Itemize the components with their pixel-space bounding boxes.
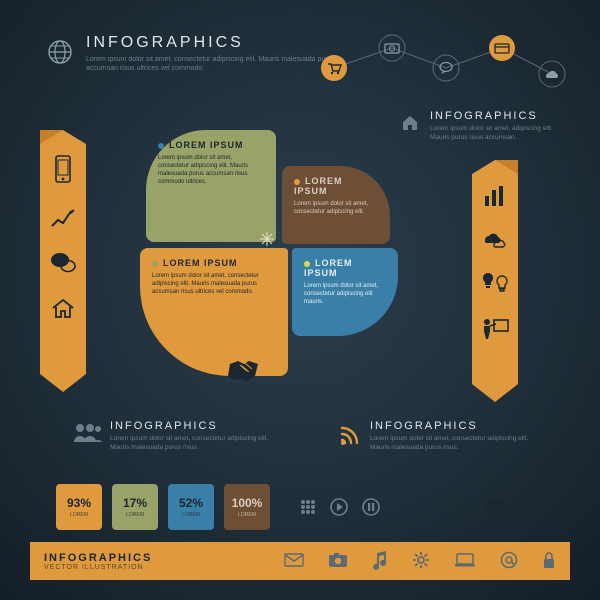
clouds-icon — [472, 218, 518, 260]
sparkle-icon — [260, 232, 274, 246]
petal-tr-title: LOREM IPSUM — [294, 176, 343, 196]
icon-chain — [318, 32, 568, 102]
lower-left-title: INFOGRAPHICS — [110, 420, 280, 432]
at-icon — [500, 551, 518, 572]
lower-right-title: INFOGRAPHICS — [370, 420, 540, 432]
grid-icon — [300, 499, 316, 518]
lower-left-block: INFOGRAPHICS Lorem ipsum dolor sit amet,… — [110, 420, 280, 453]
header-title: INFOGRAPHICS — [86, 34, 346, 52]
phone-icon — [40, 144, 86, 196]
bottom-subtitle: VECTOR ILLUSTRATION — [44, 564, 152, 571]
lock-icon — [542, 551, 556, 572]
lower-right-block: INFOGRAPHICS Lorem ipsum dolor sit amet,… — [370, 420, 540, 453]
bottom-title: INFOGRAPHICS — [44, 552, 152, 564]
speech-icon — [40, 240, 86, 286]
petal-bl-body: Lorem ipsum dolor sit amet, consectetur … — [152, 272, 276, 296]
chain-node-card — [489, 35, 515, 61]
house-outline-icon — [40, 286, 86, 330]
bottom-bar: INFOGRAPHICS VECTOR ILLUSTRATION — [30, 542, 570, 580]
header-body: Lorem ipsum dolor sit amet, consectetur … — [86, 55, 346, 74]
media-icons — [300, 498, 380, 519]
bulbs-icon — [472, 260, 518, 306]
petal-diagram: LOREM IPSUM Lorem ipsum dolor sit amet, … — [140, 120, 400, 400]
laptop-icon — [454, 552, 476, 571]
music-icon — [372, 551, 388, 572]
line-chart-icon — [40, 196, 86, 240]
globe-icon — [46, 38, 74, 69]
presenter-icon — [472, 306, 518, 352]
people-icon — [72, 422, 102, 447]
camera-icon — [328, 552, 348, 571]
petal-tl-title: LOREM IPSUM — [169, 140, 244, 150]
ribbon-left — [40, 130, 86, 392]
petal-tl-body: Lorem ipsum dolor sit amet, consectetur … — [158, 154, 264, 186]
play-icon — [330, 498, 348, 519]
petal-top-right: LOREM IPSUM Lorem ipsum dolor sit amet, … — [282, 166, 390, 244]
petal-top-left: LOREM IPSUM Lorem ipsum dolor sit amet, … — [146, 130, 276, 242]
wifi-icon — [338, 424, 362, 449]
pause-icon — [362, 498, 380, 519]
stat-badges: 93%LOREM 17%LOREM 52%LOREM 100%LOREM — [56, 484, 270, 530]
gear-icon — [412, 551, 430, 572]
petal-br-body: Lorem ipsum dolor sit amet, consectetur … — [304, 282, 386, 306]
petal-br-title: LOREM IPSUM — [304, 258, 353, 278]
badge-1: 17%LOREM — [112, 484, 158, 530]
bar-chart-icon — [472, 174, 518, 218]
house-icon — [400, 112, 420, 135]
cloud-dark-icon — [478, 490, 518, 519]
petal-bottom-right: LOREM IPSUM Lorem ipsum dolor sit amet, … — [292, 248, 398, 336]
handshake-icon — [226, 356, 272, 389]
header-block: INFOGRAPHICS Lorem ipsum dolor sit amet,… — [86, 34, 346, 74]
chain-node-cart — [321, 55, 347, 81]
petal-bl-title: LOREM IPSUM — [163, 258, 238, 268]
badge-3: 100%LOREM — [224, 484, 270, 530]
right-body: Lorem ipsum dolor sit amet, adipiscing e… — [430, 125, 560, 143]
right-title: INFOGRAPHICS — [430, 110, 560, 122]
right-text-block: INFOGRAPHICS Lorem ipsum dolor sit amet,… — [430, 110, 560, 143]
mail-icon — [284, 553, 304, 570]
lower-left-body: Lorem ipsum dolor sit amet, consectetur … — [110, 435, 280, 453]
badge-0: 93%LOREM — [56, 484, 102, 530]
petal-tr-body: Lorem ipsum dolor sit amet, consectetur … — [294, 200, 378, 216]
badge-2: 52%LOREM — [168, 484, 214, 530]
lower-right-body: Lorem ipsum dolor sit amet, consectetur … — [370, 435, 540, 453]
chain-node-cloud — [539, 61, 565, 87]
ribbon-right — [472, 160, 518, 402]
